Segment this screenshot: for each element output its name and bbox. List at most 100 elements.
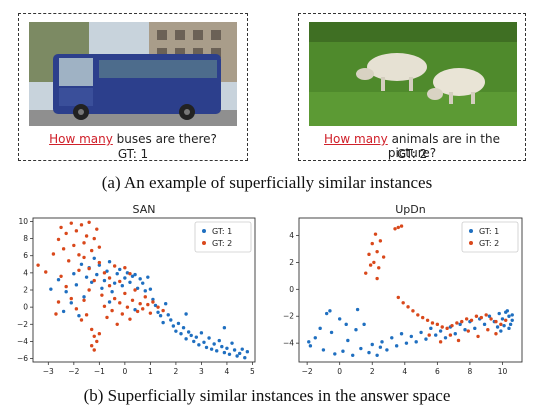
san-point-gt1 (243, 356, 247, 360)
san-point-gt1 (171, 324, 176, 328)
san-point-gt1 (235, 354, 239, 358)
san-point-gt2 (128, 317, 132, 321)
san-y-tick-label: 8 (23, 234, 28, 243)
san-point-gt2 (102, 304, 107, 308)
updn-point-gt1 (307, 340, 311, 344)
updn-point-gt1 (482, 322, 487, 327)
san-point-gt2 (64, 231, 68, 236)
san-point-gt1 (156, 310, 160, 314)
updn-point-gt1 (367, 350, 371, 355)
san-point-gt2 (161, 308, 165, 313)
san-legend-marker-gt2 (202, 241, 206, 245)
san-point-gt2 (84, 234, 89, 238)
updn-point-gt1 (328, 309, 332, 313)
san-point-gt1 (186, 330, 191, 334)
san-point-gt2 (82, 241, 86, 245)
san-x-tick-label: 1 (148, 367, 153, 376)
san-point-gt1 (217, 338, 221, 343)
san-point-gt2 (123, 266, 127, 270)
updn-point-gt1 (313, 336, 317, 340)
san-point-gt2 (118, 301, 122, 305)
san-point-gt2 (87, 288, 91, 292)
san-point-gt1 (72, 272, 76, 276)
san-point-gt1 (230, 341, 234, 345)
san-point-gt1 (202, 340, 206, 344)
updn-point-gt1 (318, 326, 322, 331)
san-point-gt2 (107, 276, 112, 280)
san-point-gt2 (44, 270, 48, 274)
bus-photo (29, 22, 237, 126)
updn-point-gt1 (355, 307, 360, 312)
san-point-gt2 (56, 237, 61, 242)
updn-legend (461, 221, 519, 253)
san-point-gt2 (77, 268, 81, 272)
san-point-gt1 (225, 346, 229, 350)
san-y-tick-label: −2 (17, 320, 28, 329)
updn-point-gt1 (399, 332, 404, 336)
san-point-gt1 (148, 287, 153, 291)
updn-point-gt1 (370, 342, 374, 347)
san-point-gt2 (151, 300, 155, 304)
updn-legend-marker-gt2 (469, 241, 473, 245)
updn-point-gt2 (375, 276, 379, 281)
san-point-gt1 (222, 350, 227, 355)
san-point-gt1 (240, 347, 244, 351)
example-panel-animals: How many animals are in the picture? GT:… (298, 13, 526, 161)
san-point-gt1 (209, 347, 214, 351)
san-point-gt1 (110, 290, 114, 294)
updn-point-gt1 (505, 309, 510, 313)
san-point-gt2 (82, 255, 86, 260)
san-point-gt1 (61, 309, 66, 314)
san-point-gt1 (197, 343, 201, 347)
san-y-tick-label: −4 (17, 337, 28, 346)
san-x-tick-label: 3 (199, 367, 204, 376)
san-point-gt1 (146, 275, 150, 279)
updn-point-gt1 (341, 349, 345, 353)
updn-legend-label-gt1: GT: 1 (479, 227, 499, 236)
san-point-gt1 (215, 349, 219, 353)
updn-point-gt2 (381, 255, 386, 259)
san-point-gt1 (49, 287, 53, 291)
san-x-tick-label: −3 (43, 367, 54, 376)
san-point-gt2 (107, 284, 112, 288)
san-point-gt2 (125, 305, 130, 309)
updn-point-gt2 (393, 227, 397, 231)
updn-point-gt2 (427, 333, 431, 337)
caption-b: (b) Superficially similar instances in t… (83, 386, 451, 405)
san-point-gt2 (97, 260, 102, 265)
updn-point-gt1 (351, 353, 355, 357)
san-point-gt2 (67, 259, 71, 263)
san-x-tick-label: 5 (250, 367, 255, 376)
san-point-gt2 (141, 307, 145, 311)
san-point-gt1 (176, 321, 181, 326)
san-x-tick-label: 2 (174, 367, 179, 376)
san-point-gt2 (95, 339, 99, 344)
updn-point-gt2 (499, 322, 503, 327)
san-point-gt2 (135, 309, 140, 314)
san-point-gt2 (64, 284, 68, 289)
san-point-gt1 (207, 336, 211, 340)
updn-point-gt2 (406, 305, 410, 309)
updn-y-tick-label: −2 (283, 312, 294, 321)
san-point-gt2 (92, 278, 96, 283)
question-highlight: How many (324, 132, 388, 146)
san-point-gt2 (100, 293, 104, 297)
updn-point-gt1 (487, 314, 492, 318)
san-y-tick-label: 0 (23, 303, 28, 312)
updn-point-gt1 (414, 340, 418, 344)
updn-point-gt1 (502, 323, 506, 328)
updn-point-gt2 (435, 322, 440, 327)
updn-point-gt2 (367, 252, 371, 257)
updn-point-gt2 (396, 225, 400, 230)
san-point-gt1 (97, 263, 102, 267)
san-point-gt1 (123, 276, 127, 280)
san-point-gt1 (227, 352, 232, 356)
san-point-gt2 (69, 221, 73, 225)
updn-point-gt2 (484, 313, 488, 317)
san-scatter-chart: SAN −3 −2 −1 0 1 2 3 4 5 −6 −4 −2 0 2 4 6 8 10 GT: 1 GT: 2 (17, 203, 256, 376)
updn-point-gt1 (359, 346, 363, 351)
san-point-gt2 (36, 263, 40, 267)
updn-point-gt1 (507, 314, 511, 318)
updn-point-gt2 (455, 321, 459, 325)
updn-point-gt1 (510, 318, 514, 322)
